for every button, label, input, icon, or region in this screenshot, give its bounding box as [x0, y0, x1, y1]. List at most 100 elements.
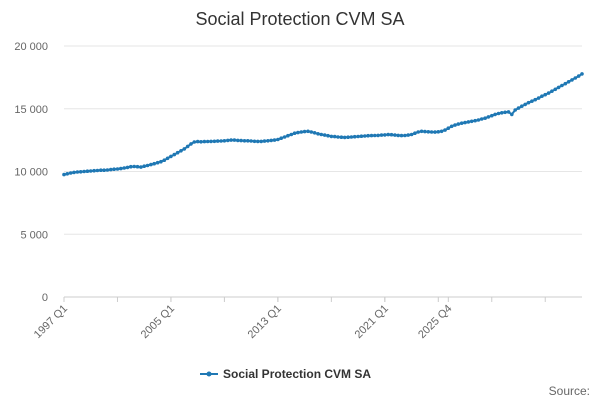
data-point[interactable] [520, 104, 524, 108]
data-point[interactable] [459, 121, 464, 125]
data-point[interactable] [560, 83, 564, 88]
data-point[interactable] [429, 130, 434, 134]
data-point[interactable] [536, 96, 541, 100]
data-point[interactable] [483, 116, 487, 120]
data-point[interactable] [399, 133, 404, 138]
data-point[interactable] [570, 78, 574, 82]
data-point[interactable] [409, 132, 414, 137]
data-point[interactable] [346, 135, 350, 139]
data-point[interactable] [329, 134, 334, 139]
data-point[interactable] [88, 169, 93, 173]
data-point[interactable] [109, 167, 113, 172]
data-point[interactable] [82, 169, 86, 174]
series-social-protection[interactable] [62, 72, 584, 177]
data-point[interactable] [319, 132, 324, 137]
data-point[interactable] [78, 170, 83, 174]
data-point[interactable] [563, 81, 568, 86]
data-point[interactable] [526, 100, 531, 105]
data-point[interactable] [255, 139, 260, 144]
data-point[interactable] [500, 111, 504, 115]
data-point[interactable] [292, 131, 297, 135]
data-point[interactable] [309, 130, 314, 134]
data-point[interactable] [299, 130, 304, 134]
data-point[interactable] [85, 169, 90, 173]
data-point[interactable] [262, 139, 267, 143]
data-point[interactable] [326, 133, 330, 138]
data-point[interactable] [279, 136, 284, 140]
series-line[interactable] [63, 73, 583, 176]
data-point[interactable] [456, 122, 461, 126]
data-point[interactable] [466, 120, 471, 124]
data-point[interactable] [282, 135, 287, 139]
data-point[interactable] [379, 133, 384, 137]
data-point[interactable] [249, 139, 253, 143]
data-point[interactable] [132, 164, 136, 169]
data-point[interactable] [469, 119, 474, 124]
data-point[interactable] [356, 134, 360, 139]
data-point[interactable] [306, 129, 310, 134]
data-point[interactable] [439, 129, 444, 134]
data-point[interactable] [553, 87, 558, 92]
data-point[interactable] [169, 154, 173, 159]
data-point[interactable] [145, 163, 150, 168]
data-point[interactable] [426, 130, 431, 134]
data-point[interactable] [162, 158, 167, 162]
data-point[interactable] [540, 94, 544, 98]
data-point[interactable] [359, 134, 364, 138]
data-point[interactable] [389, 132, 394, 137]
data-point[interactable] [65, 172, 70, 176]
data-point[interactable] [119, 166, 123, 171]
data-point[interactable] [516, 106, 521, 110]
data-point[interactable] [453, 123, 457, 127]
data-point[interactable] [416, 130, 421, 134]
data-point[interactable] [433, 130, 437, 134]
data-point[interactable] [229, 138, 233, 142]
data-point[interactable] [195, 139, 200, 144]
data-point[interactable] [363, 134, 367, 138]
data-point[interactable] [523, 102, 527, 107]
data-point[interactable] [226, 138, 230, 143]
data-point[interactable] [336, 135, 340, 139]
data-point[interactable] [373, 133, 377, 138]
data-point[interactable] [556, 85, 561, 90]
data-point[interactable] [142, 164, 146, 168]
data-point[interactable] [152, 161, 156, 166]
data-point[interactable] [496, 111, 501, 116]
data-point[interactable] [436, 130, 441, 134]
data-point[interactable] [239, 138, 243, 143]
data-point[interactable] [62, 172, 66, 177]
data-point[interactable] [75, 170, 80, 174]
data-point[interactable] [159, 159, 163, 164]
data-point[interactable] [266, 139, 270, 143]
data-point[interactable] [99, 168, 103, 172]
data-point[interactable] [366, 133, 370, 138]
data-point[interactable] [580, 72, 584, 76]
data-point[interactable] [503, 110, 507, 115]
data-point[interactable] [396, 133, 401, 138]
data-point[interactable] [316, 132, 320, 136]
data-point[interactable] [383, 133, 387, 137]
data-point[interactable] [506, 110, 511, 114]
data-point[interactable] [219, 139, 223, 143]
data-point[interactable] [95, 168, 100, 173]
data-point[interactable] [92, 168, 96, 173]
data-point[interactable] [446, 126, 451, 130]
data-point[interactable] [533, 97, 537, 102]
data-point[interactable] [289, 132, 294, 137]
legend[interactable]: Social Protection CVM SA [200, 367, 371, 381]
data-point[interactable] [473, 118, 477, 123]
data-point[interactable] [413, 131, 417, 135]
data-point[interactable] [403, 133, 407, 138]
data-point[interactable] [376, 133, 380, 138]
data-point[interactable] [236, 138, 240, 143]
data-point[interactable] [199, 140, 203, 144]
data-point[interactable] [259, 139, 264, 144]
data-point[interactable] [332, 134, 337, 139]
data-point[interactable] [252, 139, 257, 144]
data-point[interactable] [72, 170, 76, 175]
data-point[interactable] [102, 168, 106, 172]
data-point[interactable] [463, 120, 467, 125]
data-point[interactable] [349, 135, 354, 139]
data-point[interactable] [510, 112, 514, 117]
data-point[interactable] [302, 129, 307, 134]
